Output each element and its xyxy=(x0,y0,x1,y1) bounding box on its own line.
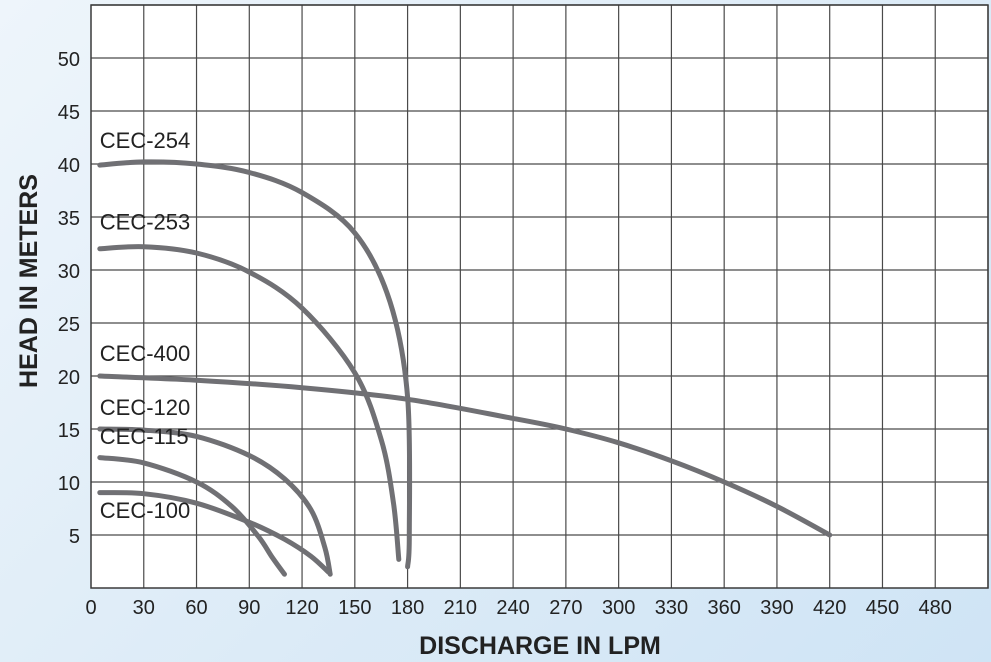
x-tick-label: 450 xyxy=(866,597,899,619)
x-tick-label: 420 xyxy=(813,597,846,619)
x-tick-label: 90 xyxy=(238,597,260,619)
x-tick-label: 360 xyxy=(707,597,740,619)
x-tick-label: 390 xyxy=(760,597,793,619)
label-cec-100: CEC-100 xyxy=(100,498,190,523)
x-tick-label: 180 xyxy=(391,597,424,619)
y-tick-label: 40 xyxy=(58,155,80,177)
label-cec-254: CEC-254 xyxy=(100,128,190,153)
x-tick-label: 0 xyxy=(85,597,96,619)
x-axis-title: DISCHARGE IN LPM xyxy=(419,632,661,660)
x-tick-label: 30 xyxy=(133,597,155,619)
y-tick-label: 25 xyxy=(58,314,80,336)
label-cec-120: CEC-120 xyxy=(100,395,190,420)
y-tick-label: 30 xyxy=(58,261,80,283)
y-tick-label: 15 xyxy=(58,420,80,442)
y-tick-label: 10 xyxy=(58,473,80,495)
x-tick-label: 240 xyxy=(496,597,529,619)
x-tick-label: 60 xyxy=(185,597,207,619)
y-tick-label: 35 xyxy=(58,208,80,230)
label-cec-400: CEC-400 xyxy=(100,341,190,366)
x-axis-ticks: 0 30 60 90 120 150 180 210 240 270 300 330 360 390 420… xyxy=(85,597,951,619)
y-axis-ticks: 5 10 15 20 25 30 35 40 45 50 xyxy=(58,49,80,548)
x-tick-label: 120 xyxy=(285,597,318,619)
label-cec-115: CEC-115 xyxy=(100,424,189,449)
label-cec-253: CEC-253 xyxy=(100,210,190,235)
y-tick-label: 5 xyxy=(69,526,80,548)
y-tick-label: 50 xyxy=(58,49,80,71)
x-tick-label: 270 xyxy=(549,597,582,619)
y-tick-label: 20 xyxy=(58,367,80,389)
x-tick-label: 330 xyxy=(655,597,688,619)
x-tick-label: 300 xyxy=(602,597,635,619)
x-tick-label: 150 xyxy=(338,597,371,619)
y-axis-title: HEAD IN METERS xyxy=(15,174,43,388)
x-tick-label: 210 xyxy=(444,597,477,619)
x-tick-label: 480 xyxy=(919,597,952,619)
y-tick-label: 45 xyxy=(58,102,80,124)
